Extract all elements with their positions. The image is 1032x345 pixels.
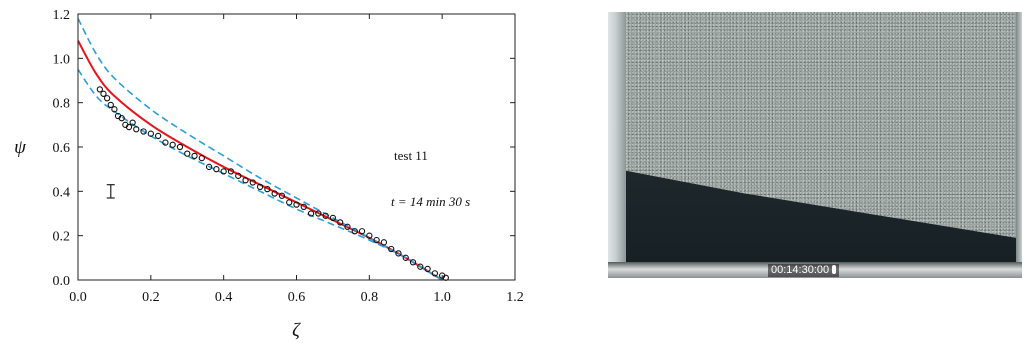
y-tick-label: 0.4 (53, 185, 71, 200)
y-tick-label: 0.2 (53, 230, 71, 245)
axis-ticks: 0.0 0.2 0.4 0.6 0.8 1.0 1.2 0.0 0.2 0.4 0.6 0.8 1.0 1… (53, 8, 524, 305)
data-point (100, 90, 107, 97)
data-points (96, 86, 449, 281)
x-tick-label: 0.2 (142, 290, 160, 305)
x-tick-label: 0.4 (215, 290, 233, 305)
y-tick-label: 0.6 (53, 141, 71, 156)
x-tick-label: 1.2 (506, 290, 524, 305)
data-point (147, 130, 154, 137)
timecode-display: 00:14:30:00 (768, 264, 840, 277)
data-point (235, 172, 242, 179)
data-point (103, 95, 111, 102)
x-tick-label: 0.8 (361, 290, 379, 305)
data-point (271, 190, 278, 197)
data-point (154, 132, 162, 140)
annotation-time-label: t = 14 min 30 s (391, 194, 470, 209)
data-point (337, 219, 344, 226)
tank-wall-right (1016, 12, 1022, 264)
data-point (329, 214, 337, 222)
data-point (198, 154, 205, 162)
data-point (307, 210, 315, 217)
annotation-test-label: test 11 (394, 148, 428, 163)
data-point (184, 150, 191, 157)
data-point (373, 236, 380, 244)
playhead-marker-icon (832, 265, 837, 274)
y-tick-label: 1.2 (53, 8, 71, 23)
data-point (417, 263, 424, 270)
data-point (402, 254, 409, 261)
data-point (380, 239, 388, 246)
data-point (344, 223, 351, 230)
fit-curves (77, 18, 443, 281)
data-point (278, 192, 286, 199)
y-tick-label: 1.0 (53, 52, 71, 67)
y-axis-label: ψ (14, 137, 27, 158)
data-point (129, 119, 136, 126)
data-point (176, 143, 184, 151)
data-point (424, 265, 431, 273)
data-point (286, 199, 293, 206)
data-point (118, 115, 125, 122)
data-point (107, 101, 114, 109)
data-point (300, 203, 307, 210)
data-point (388, 245, 395, 253)
x-tick-label: 0.6 (288, 290, 306, 305)
data-point (191, 152, 198, 160)
data-point (395, 250, 402, 257)
data-point (366, 232, 373, 239)
data-point (242, 177, 249, 184)
data-point (315, 210, 322, 217)
data-point (431, 270, 439, 277)
data-point (220, 168, 227, 175)
data-point (133, 126, 140, 133)
data-point (351, 228, 358, 235)
timecode-text: 00:14:30:00 (771, 264, 830, 276)
x-tick-label: 0.0 (69, 290, 87, 305)
data-point (409, 259, 417, 266)
data-point (96, 86, 103, 93)
bound-curve-dashed-1 (77, 18, 443, 281)
data-point (256, 183, 264, 191)
experiment-photo: 00:14:30:00 (608, 12, 1022, 278)
data-point (322, 212, 329, 219)
data-point (169, 141, 176, 148)
plot-frame (77, 13, 516, 281)
error-bar (106, 184, 115, 199)
x-axis-label: ζ (292, 320, 301, 341)
data-point (162, 139, 169, 146)
data-point (264, 185, 271, 193)
data-point (249, 179, 256, 186)
y-tick-label: 0.8 (53, 97, 71, 112)
data-point (140, 128, 147, 135)
x-tick-label: 1.0 (433, 290, 451, 305)
data-point (358, 228, 366, 235)
fit-curve-solid (77, 40, 443, 281)
bound-curve-dashed-2 (77, 68, 443, 281)
y-tick-label: 0.0 (53, 274, 71, 289)
chart-plot: 0.0 0.2 0.4 0.6 0.8 1.0 1.2 0.0 0.2 0.4 0.6 0.8 1.0 1… (14, 8, 524, 341)
data-point (213, 166, 220, 173)
data-point (125, 123, 133, 131)
data-point (227, 168, 235, 175)
data-point (293, 201, 300, 208)
tank-wall-left (608, 12, 626, 264)
data-point (111, 106, 118, 113)
data-point (205, 163, 213, 171)
